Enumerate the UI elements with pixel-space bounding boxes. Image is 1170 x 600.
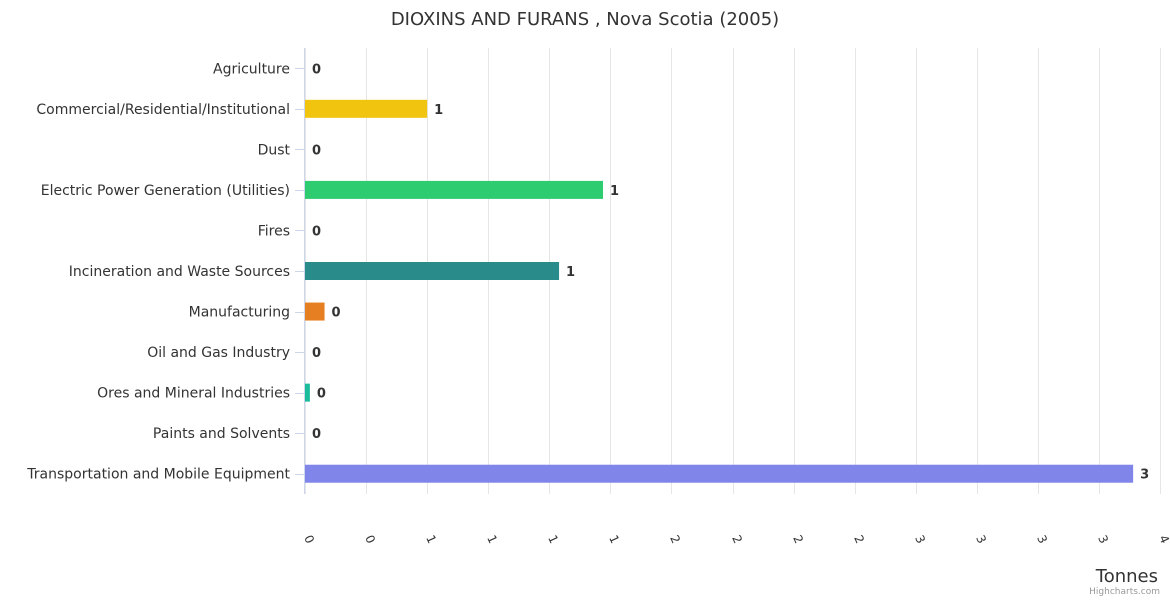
x-tick-label: 1 <box>545 533 561 546</box>
bar[interactable] <box>305 99 428 118</box>
credits-link[interactable]: Highcharts.com <box>1089 587 1160 597</box>
x-tick-label: 3 <box>1034 533 1050 546</box>
bar[interactable] <box>305 464 1134 483</box>
x-tick-label: 2 <box>667 533 683 546</box>
data-label: 3 <box>1140 468 1149 483</box>
category-label: Incineration and Waste Sources <box>69 264 290 280</box>
data-label: 0 <box>312 427 321 442</box>
axes <box>295 48 305 494</box>
data-label: 0 <box>332 306 341 321</box>
bar[interactable] <box>305 262 560 280</box>
x-tick-label: 3 <box>1095 533 1111 546</box>
x-tick-label: 2 <box>729 533 745 546</box>
x-tick-label: 3 <box>912 533 928 546</box>
data-label: 0 <box>312 346 321 361</box>
x-tick-label: 3 <box>973 533 989 546</box>
bar[interactable] <box>305 302 325 321</box>
category-label: Transportation and Mobile Equipment <box>26 467 290 483</box>
x-tick-label: 2 <box>790 533 806 546</box>
category-label: Fires <box>258 223 290 239</box>
data-label: 1 <box>610 184 619 199</box>
data-label: 1 <box>434 103 443 118</box>
category-label: Oil and Gas Industry <box>147 345 290 361</box>
category-label: Agriculture <box>213 61 290 77</box>
chart-title: DIOXINS AND FURANS , Nova Scotia (2005) <box>391 9 779 30</box>
data-label: 0 <box>312 143 321 158</box>
category-label: Dust <box>258 142 291 158</box>
x-tick-label: 0 <box>362 533 378 546</box>
x-axis-title: Tonnes <box>1095 566 1158 587</box>
x-tick-label: 0 <box>301 533 317 546</box>
x-tick-label: 1 <box>484 533 500 546</box>
labels: 0 0 1 1 1 1 2 2 2 2 3 3 3 3 4 Agriculture 0 Commercial/Re… <box>26 61 1170 545</box>
bar[interactable] <box>305 180 604 199</box>
data-label: 0 <box>312 62 321 77</box>
x-tick-label: 1 <box>606 533 622 546</box>
bar[interactable] <box>305 383 310 402</box>
x-tick-label: 2 <box>851 533 867 546</box>
category-label: Ores and Mineral Industries <box>97 386 290 402</box>
data-label: 0 <box>312 224 321 239</box>
data-label: 1 <box>566 265 575 280</box>
bars <box>305 99 1134 483</box>
x-tick-label: 4 <box>1156 533 1170 546</box>
category-label: Commercial/Residential/Institutional <box>36 102 290 118</box>
data-label: 0 <box>317 387 326 402</box>
category-label: Paints and Solvents <box>153 426 290 442</box>
x-tick-label: 1 <box>423 533 439 546</box>
category-label: Manufacturing <box>189 305 290 321</box>
category-label: Electric Power Generation (Utilities) <box>41 183 290 199</box>
